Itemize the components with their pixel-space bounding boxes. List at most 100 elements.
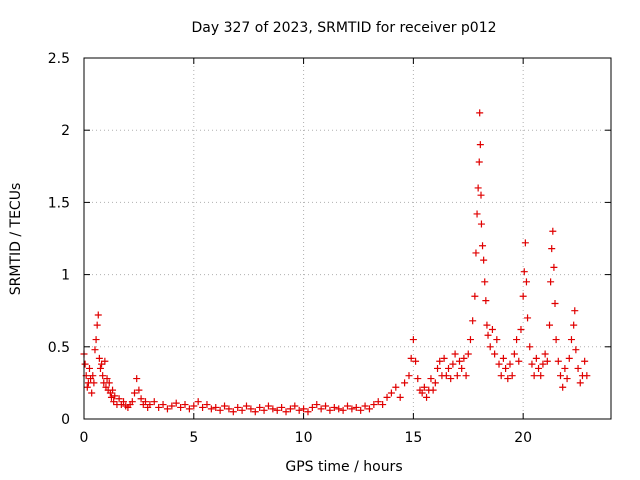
data-point <box>479 242 487 250</box>
x-tick-label: 15 <box>404 430 422 446</box>
data-point <box>387 389 395 397</box>
data-point <box>133 375 141 383</box>
data-point <box>339 406 347 414</box>
data-point <box>484 331 492 339</box>
data-point <box>521 239 529 247</box>
data-point <box>476 141 484 149</box>
x-tick-label: 20 <box>514 430 532 446</box>
data-point <box>493 336 501 344</box>
data-point <box>83 383 91 391</box>
data-point <box>431 379 439 387</box>
data-point <box>286 405 294 413</box>
axis-ticks <box>83 57 611 420</box>
data-point <box>530 372 538 380</box>
data-point <box>532 354 540 362</box>
data-point <box>308 403 316 411</box>
data-point <box>172 399 180 407</box>
data-point <box>409 336 417 344</box>
data-point <box>535 364 543 372</box>
data-point <box>547 278 555 286</box>
data-point <box>506 360 514 368</box>
data-point <box>471 292 479 300</box>
data-point <box>412 357 420 365</box>
data-point <box>401 379 409 387</box>
data-point <box>469 317 477 325</box>
data-point <box>94 311 102 319</box>
data-point <box>480 256 488 264</box>
data-point <box>572 346 580 354</box>
data-point <box>537 372 545 380</box>
data-point <box>574 364 582 372</box>
data-point <box>407 354 415 362</box>
data-point <box>190 402 198 410</box>
data-point <box>581 357 589 365</box>
data-point <box>522 278 530 286</box>
data-point <box>453 372 461 380</box>
data-point <box>429 386 437 394</box>
data-points <box>80 109 591 416</box>
data-point <box>317 405 325 413</box>
data-point <box>497 372 505 380</box>
data-point <box>543 357 551 365</box>
data-point <box>526 343 534 351</box>
data-point <box>225 405 233 413</box>
data-point <box>238 406 246 414</box>
data-point <box>229 408 237 416</box>
data-point <box>567 336 575 344</box>
data-point <box>477 191 485 199</box>
data-point <box>295 406 303 414</box>
data-point <box>101 357 109 365</box>
data-point <box>447 375 455 383</box>
data-point <box>168 402 176 410</box>
y-tick-label: 2.5 <box>48 51 70 67</box>
data-point <box>111 392 119 400</box>
data-point <box>273 406 281 414</box>
data-point <box>322 402 330 410</box>
data-point <box>85 364 93 372</box>
data-point <box>150 398 158 406</box>
data-point <box>520 268 528 276</box>
data-point <box>515 357 523 365</box>
data-point <box>442 372 450 380</box>
data-point <box>464 350 472 358</box>
data-point <box>549 227 557 235</box>
data-point <box>135 386 143 394</box>
data-point <box>449 360 457 368</box>
data-point <box>510 350 518 358</box>
data-point <box>155 403 163 411</box>
data-point <box>565 354 573 362</box>
data-point <box>120 398 128 406</box>
data-point <box>89 372 97 380</box>
data-point <box>563 375 571 383</box>
data-point <box>473 210 481 218</box>
data-point <box>379 401 387 409</box>
data-point <box>177 403 185 411</box>
grid <box>84 58 611 419</box>
data-point <box>92 336 100 344</box>
data-point <box>541 350 549 358</box>
data-point <box>488 325 496 333</box>
data-point <box>474 184 482 192</box>
x-tick-label: 5 <box>189 430 198 446</box>
data-point <box>95 354 103 362</box>
data-point <box>146 401 154 409</box>
data-point <box>551 299 559 307</box>
data-point <box>107 393 115 401</box>
data-point <box>300 405 308 413</box>
data-point <box>163 405 171 413</box>
data-point <box>242 402 250 410</box>
data-point <box>420 383 428 391</box>
data-point <box>508 372 516 380</box>
data-point <box>234 403 242 411</box>
data-point <box>477 220 485 228</box>
data-point <box>256 403 264 411</box>
data-point <box>499 354 507 362</box>
data-point <box>159 401 167 409</box>
data-point <box>423 393 431 401</box>
data-point <box>414 375 422 383</box>
data-point <box>460 354 468 362</box>
data-point <box>504 375 512 383</box>
data-point <box>524 314 532 322</box>
data-point <box>330 403 338 411</box>
